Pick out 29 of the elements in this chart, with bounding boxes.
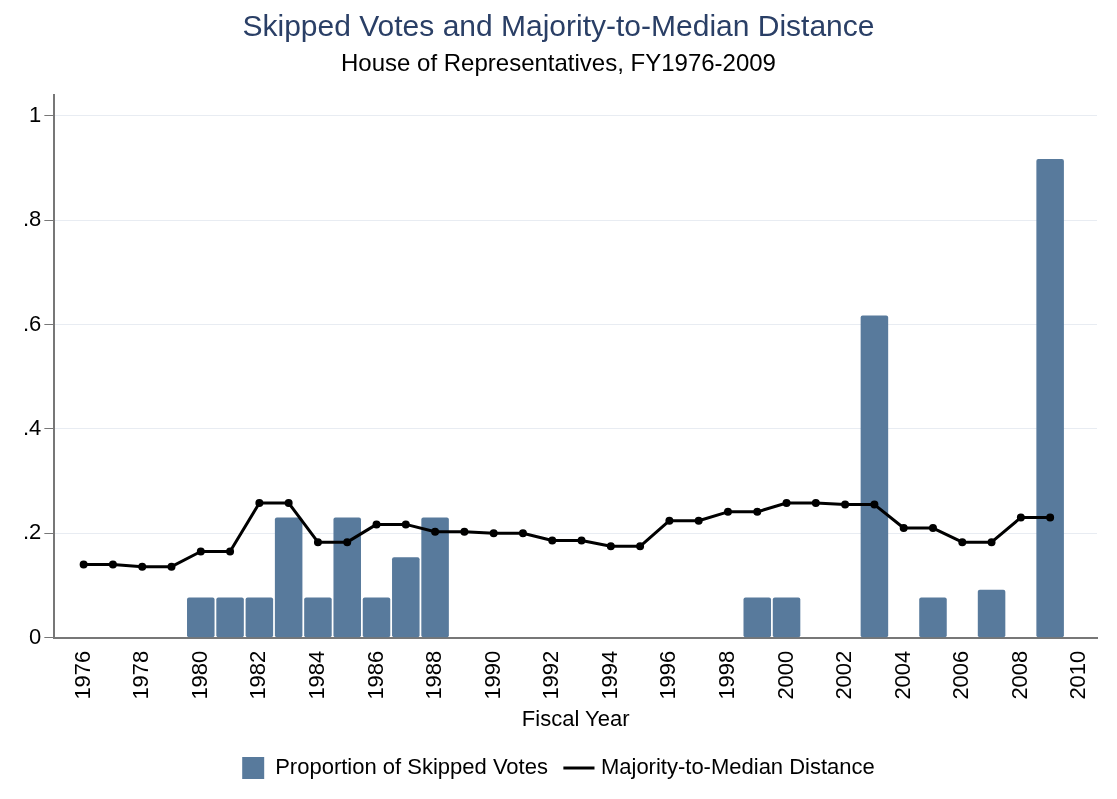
x-tick-label: 1980 [186,650,212,700]
y-tick-label: .4 [22,414,42,440]
x-tick-label: 2000 [772,650,798,700]
legend-label: Majority-to-Median Distance [600,754,875,780]
x-tick-label: 2002 [831,650,857,700]
x-tick-label: 1996 [655,650,681,700]
x-tick-label: 2006 [948,650,974,700]
y-tick-label: 1 [29,101,42,127]
x-tick-label: 1992 [538,650,564,700]
y-tick-label: .8 [22,206,42,232]
x-tick-label: 1990 [479,650,505,700]
x-tick-label: 2010 [1065,650,1091,700]
y-tick-label: .6 [22,310,42,336]
x-tick-label: 2004 [889,650,915,700]
x-tick-label: 1984 [304,650,329,700]
x-axis-title: Fiscal Year [521,705,630,731]
x-tick-label: 2008 [1006,650,1032,700]
x-tick-label: 1988 [421,650,447,700]
x-tick-label: 1978 [128,650,154,700]
x-tick-label: 1976 [69,650,95,700]
x-tick-label: 1982 [245,650,271,700]
chart-title: Skipped Votes and Majority-to-Median Distance [242,9,875,43]
x-tick-label: 1986 [362,650,388,700]
x-tick-label: 1994 [596,650,622,700]
x-tick-label: 1998 [714,650,740,700]
chart-subtitle: House of Representatives, FY1976-2009 [341,49,776,77]
y-tick-label: .2 [22,519,42,545]
legend-label: Proportion of Skipped Votes [275,754,548,780]
y-tick-label: 0 [29,623,42,649]
